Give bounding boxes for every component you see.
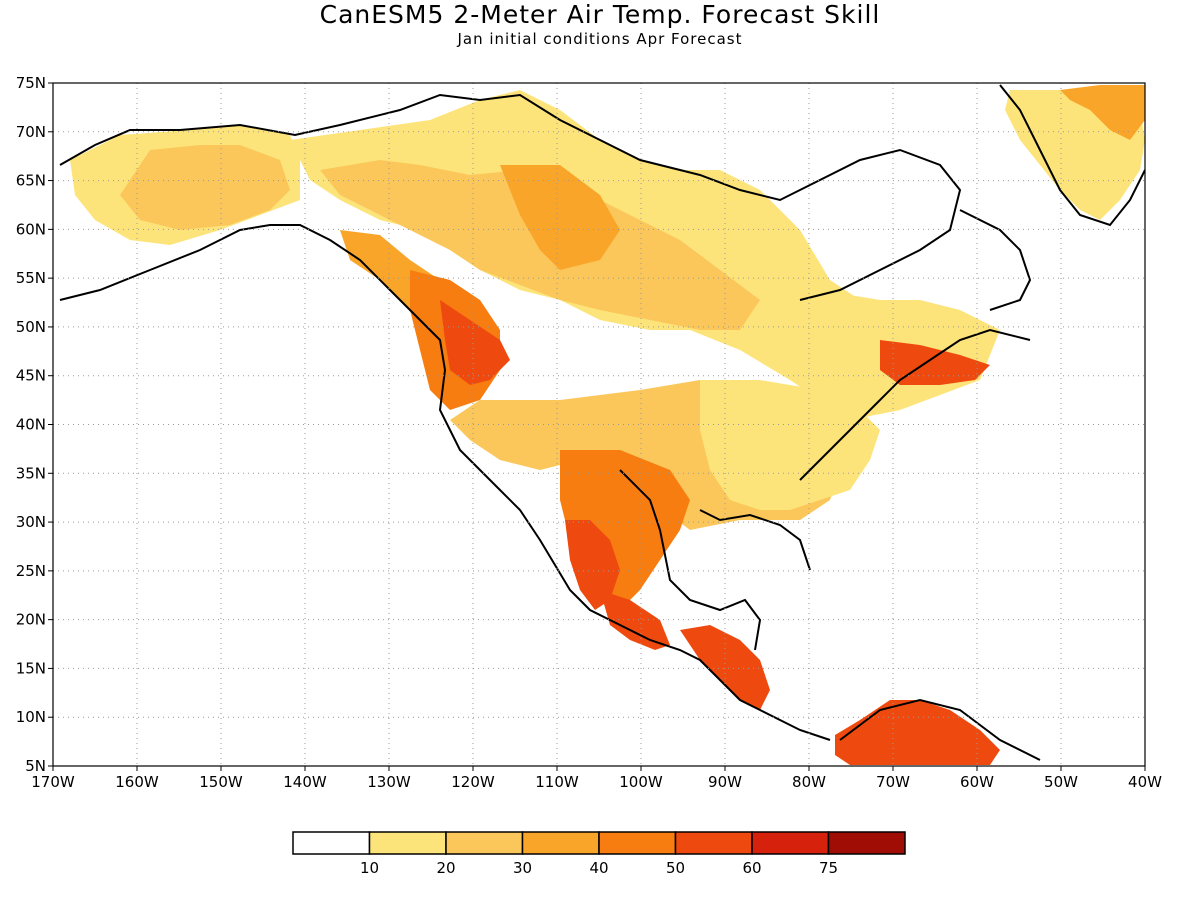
lat-tick-label: 30N bbox=[16, 513, 46, 531]
lat-tick-label: 70N bbox=[16, 123, 46, 141]
skill-region bbox=[1060, 85, 1145, 140]
lon-tick-label: 150W bbox=[199, 773, 243, 791]
lon-tick-label: 50W bbox=[1044, 773, 1078, 791]
coastline-path bbox=[999, 84, 1145, 227]
lon-tick-label: 80W bbox=[792, 773, 826, 791]
lon-tick-label: 170W bbox=[31, 773, 75, 791]
skill-shading-layer bbox=[70, 85, 1145, 765]
skill-region bbox=[880, 340, 990, 385]
lat-tick-label: 75N bbox=[16, 74, 46, 92]
lon-tick-label: 160W bbox=[115, 773, 159, 791]
coastline-path bbox=[59, 224, 831, 741]
lat-tick-label: 65N bbox=[16, 172, 46, 190]
skill-region bbox=[120, 145, 290, 230]
coastline-path bbox=[839, 698, 1041, 761]
coastline-layer bbox=[59, 84, 1145, 761]
axes-labels: 170W 160W 150W 140W 130W 120W 110W 100W 90W 80W 70… bbox=[16, 74, 1162, 791]
skill-region bbox=[600, 590, 670, 650]
coastline-path bbox=[959, 209, 1032, 311]
lon-tick-label: 60W bbox=[960, 773, 994, 791]
skill-region bbox=[700, 380, 880, 510]
map-subtitle: Jan initial conditions Apr Forecast bbox=[457, 30, 743, 48]
lat-tick-label: 25N bbox=[16, 562, 46, 580]
coastline-path bbox=[619, 469, 762, 651]
skill-region bbox=[500, 165, 620, 270]
lat-tick-label: 55N bbox=[16, 269, 46, 287]
map-title: CanESM5 2-Meter Air Temp. Forecast Skill bbox=[319, 0, 881, 29]
lon-tick-label: 40W bbox=[1128, 773, 1162, 791]
lat-tick-label: 20N bbox=[16, 611, 46, 629]
lon-tick-label: 90W bbox=[708, 773, 742, 791]
lat-tick-label: 45N bbox=[16, 367, 46, 385]
lat-tick-label: 35N bbox=[16, 464, 46, 482]
gridlines bbox=[53, 83, 1145, 766]
lon-tick-label: 120W bbox=[451, 773, 495, 791]
skill-region bbox=[835, 700, 1000, 765]
lat-tick-label: 5N bbox=[25, 757, 46, 775]
skill-region bbox=[680, 625, 770, 710]
lon-tick-label: 140W bbox=[283, 773, 327, 791]
lon-tick-label: 130W bbox=[367, 773, 411, 791]
lon-tick-label: 100W bbox=[619, 773, 663, 791]
lat-tick-label: 15N bbox=[16, 659, 46, 677]
lat-tick-label: 40N bbox=[16, 416, 46, 434]
skill-region bbox=[565, 520, 620, 610]
lon-tick-label: 70W bbox=[876, 773, 910, 791]
coastline-path bbox=[799, 328, 1031, 481]
coastline-path bbox=[699, 509, 811, 571]
lat-tick-label: 60N bbox=[16, 220, 46, 238]
lat-tick-label: 50N bbox=[16, 318, 46, 336]
skill-region bbox=[440, 300, 510, 385]
lat-tick-label: 10N bbox=[16, 708, 46, 726]
lon-tick-label: 110W bbox=[535, 773, 579, 791]
coastline-path bbox=[59, 93, 962, 301]
